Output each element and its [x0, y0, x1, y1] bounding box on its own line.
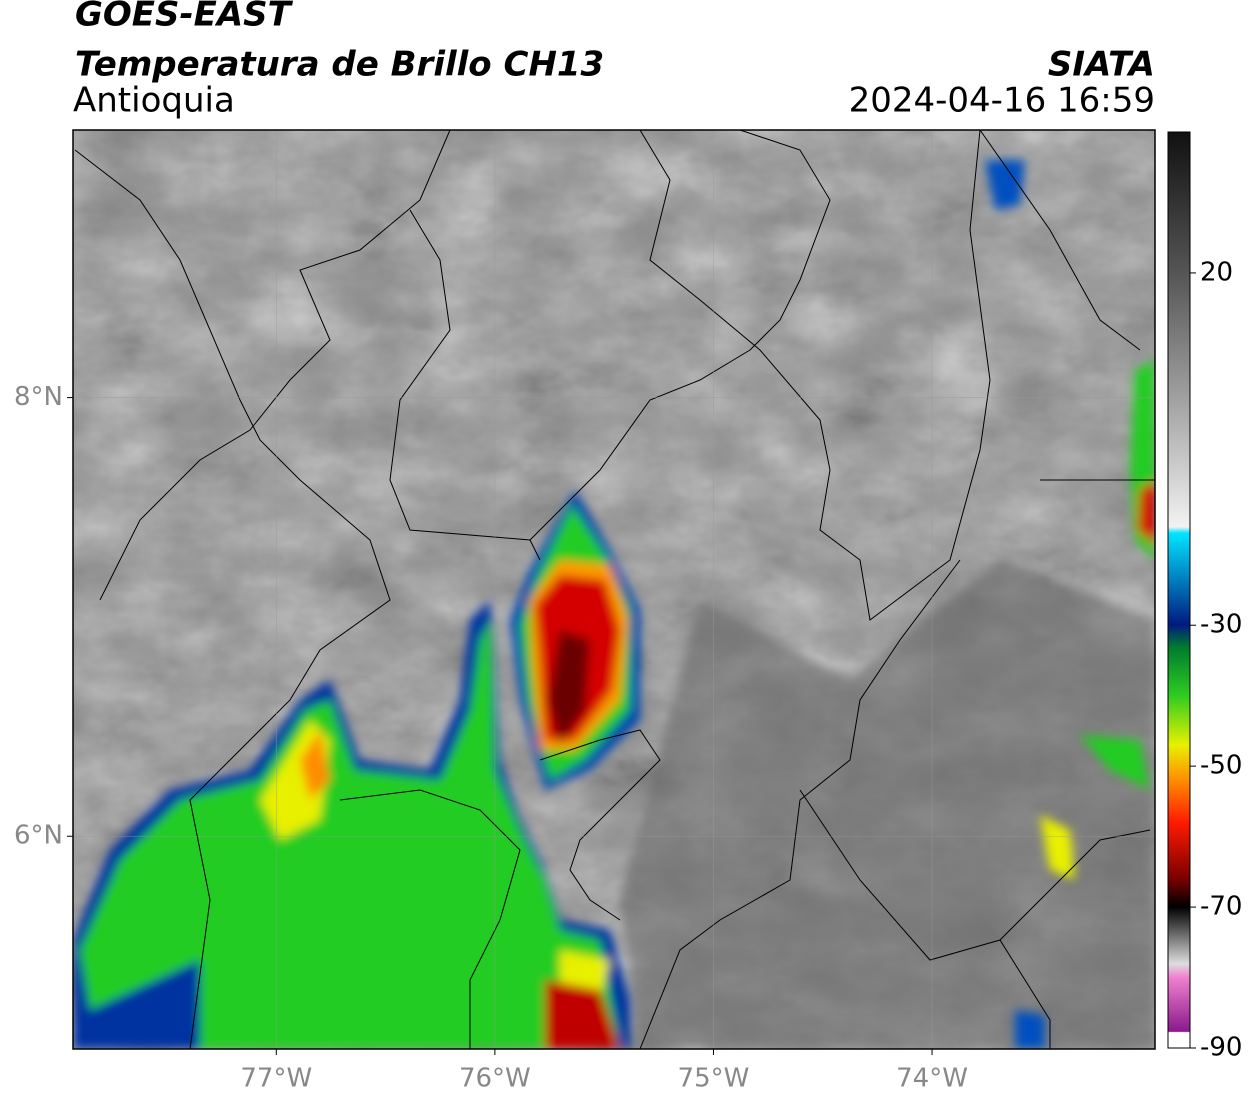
map-image	[73, 130, 1155, 1049]
y-tick-label: 6°N	[14, 821, 63, 851]
subtitle: Temperatura de Brillo CH13	[75, 45, 604, 85]
datetime: 2024-04-16 16:59	[849, 81, 1155, 121]
colorbar-label: -90	[1200, 1033, 1242, 1063]
colorbar-label: -30	[1200, 610, 1242, 640]
colorbar-label: -50	[1200, 751, 1242, 781]
y-tick-label: 8°N	[14, 382, 63, 412]
colorbar	[1167, 131, 1191, 1049]
x-tick-label: 77°W	[240, 1064, 312, 1094]
colorbar-label: -70	[1200, 892, 1242, 922]
map-frame	[72, 129, 1156, 1050]
source: SIATA	[1048, 45, 1155, 85]
title: GOES-EAST	[75, 0, 294, 35]
x-tick-label: 75°W	[678, 1064, 750, 1094]
x-tick-label: 76°W	[459, 1064, 531, 1094]
region: Antioquia	[73, 81, 235, 121]
colorbar-label: 20	[1200, 257, 1233, 287]
x-tick-label: 74°W	[896, 1064, 968, 1094]
